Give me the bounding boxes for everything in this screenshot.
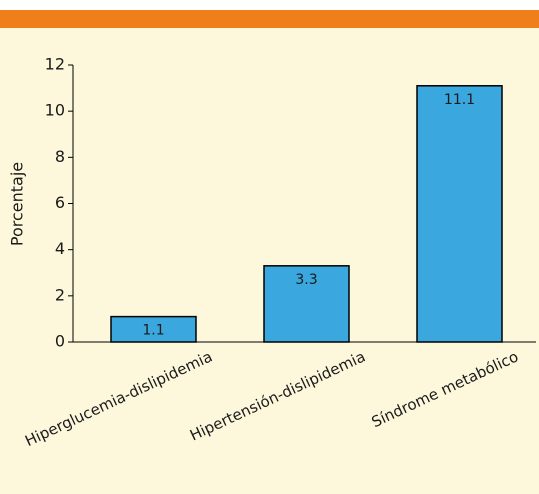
y-tick-label: 8 xyxy=(55,147,65,166)
value-label: 1.1 xyxy=(142,323,164,339)
y-tick-label: 2 xyxy=(55,285,65,304)
y-tick-label: 4 xyxy=(55,239,65,258)
y-tick-label: 6 xyxy=(55,193,65,212)
bar xyxy=(110,315,197,343)
value-label: 3.3 xyxy=(295,272,317,288)
header-band xyxy=(0,10,539,28)
y-tick-label: 10 xyxy=(45,101,65,120)
y-tick-label: 0 xyxy=(55,332,65,351)
y-axis-label: Porcentaje xyxy=(8,162,27,246)
y-tick-label: 12 xyxy=(45,55,65,74)
value-label: 11.1 xyxy=(444,92,475,108)
bar xyxy=(416,85,503,343)
bar xyxy=(263,265,350,343)
